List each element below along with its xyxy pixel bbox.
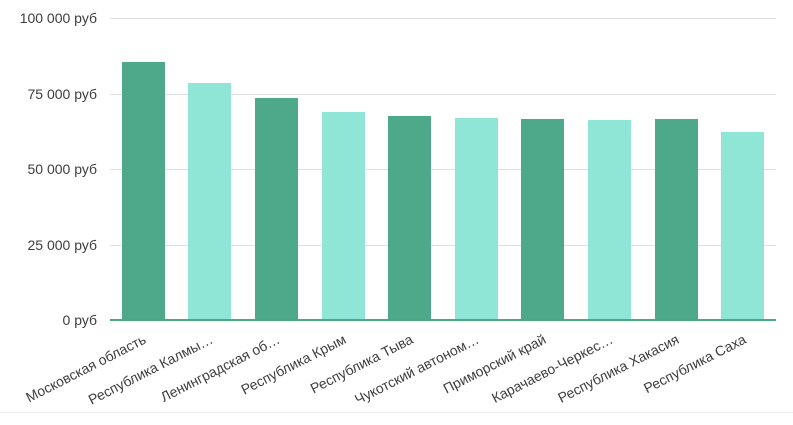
y-axis-label: 0 руб xyxy=(62,312,97,328)
chart-bar[interactable] xyxy=(388,115,432,320)
y-axis-label: 50 000 руб xyxy=(27,161,97,177)
gridline xyxy=(110,93,776,95)
gridline xyxy=(110,244,776,246)
chart-bar[interactable] xyxy=(121,61,165,320)
y-axis-label: 75 000 руб xyxy=(27,85,97,102)
chart-bar[interactable] xyxy=(255,98,298,320)
gridline xyxy=(110,18,776,19)
x-axis-baseline xyxy=(110,319,776,321)
chart-bar[interactable] xyxy=(588,120,631,320)
chart-bar[interactable] xyxy=(521,119,565,320)
chart-bar[interactable] xyxy=(454,117,498,320)
y-axis-label: 100 000 руб xyxy=(19,10,97,26)
y-axis-label: 25 000 руб xyxy=(27,236,97,253)
chart-bar[interactable] xyxy=(721,131,765,320)
chart-bar[interactable] xyxy=(188,82,232,320)
chart-bar[interactable] xyxy=(654,119,698,320)
chart-bar[interactable] xyxy=(321,112,365,320)
chart-bottom-border xyxy=(0,412,793,413)
gridline xyxy=(110,169,776,170)
